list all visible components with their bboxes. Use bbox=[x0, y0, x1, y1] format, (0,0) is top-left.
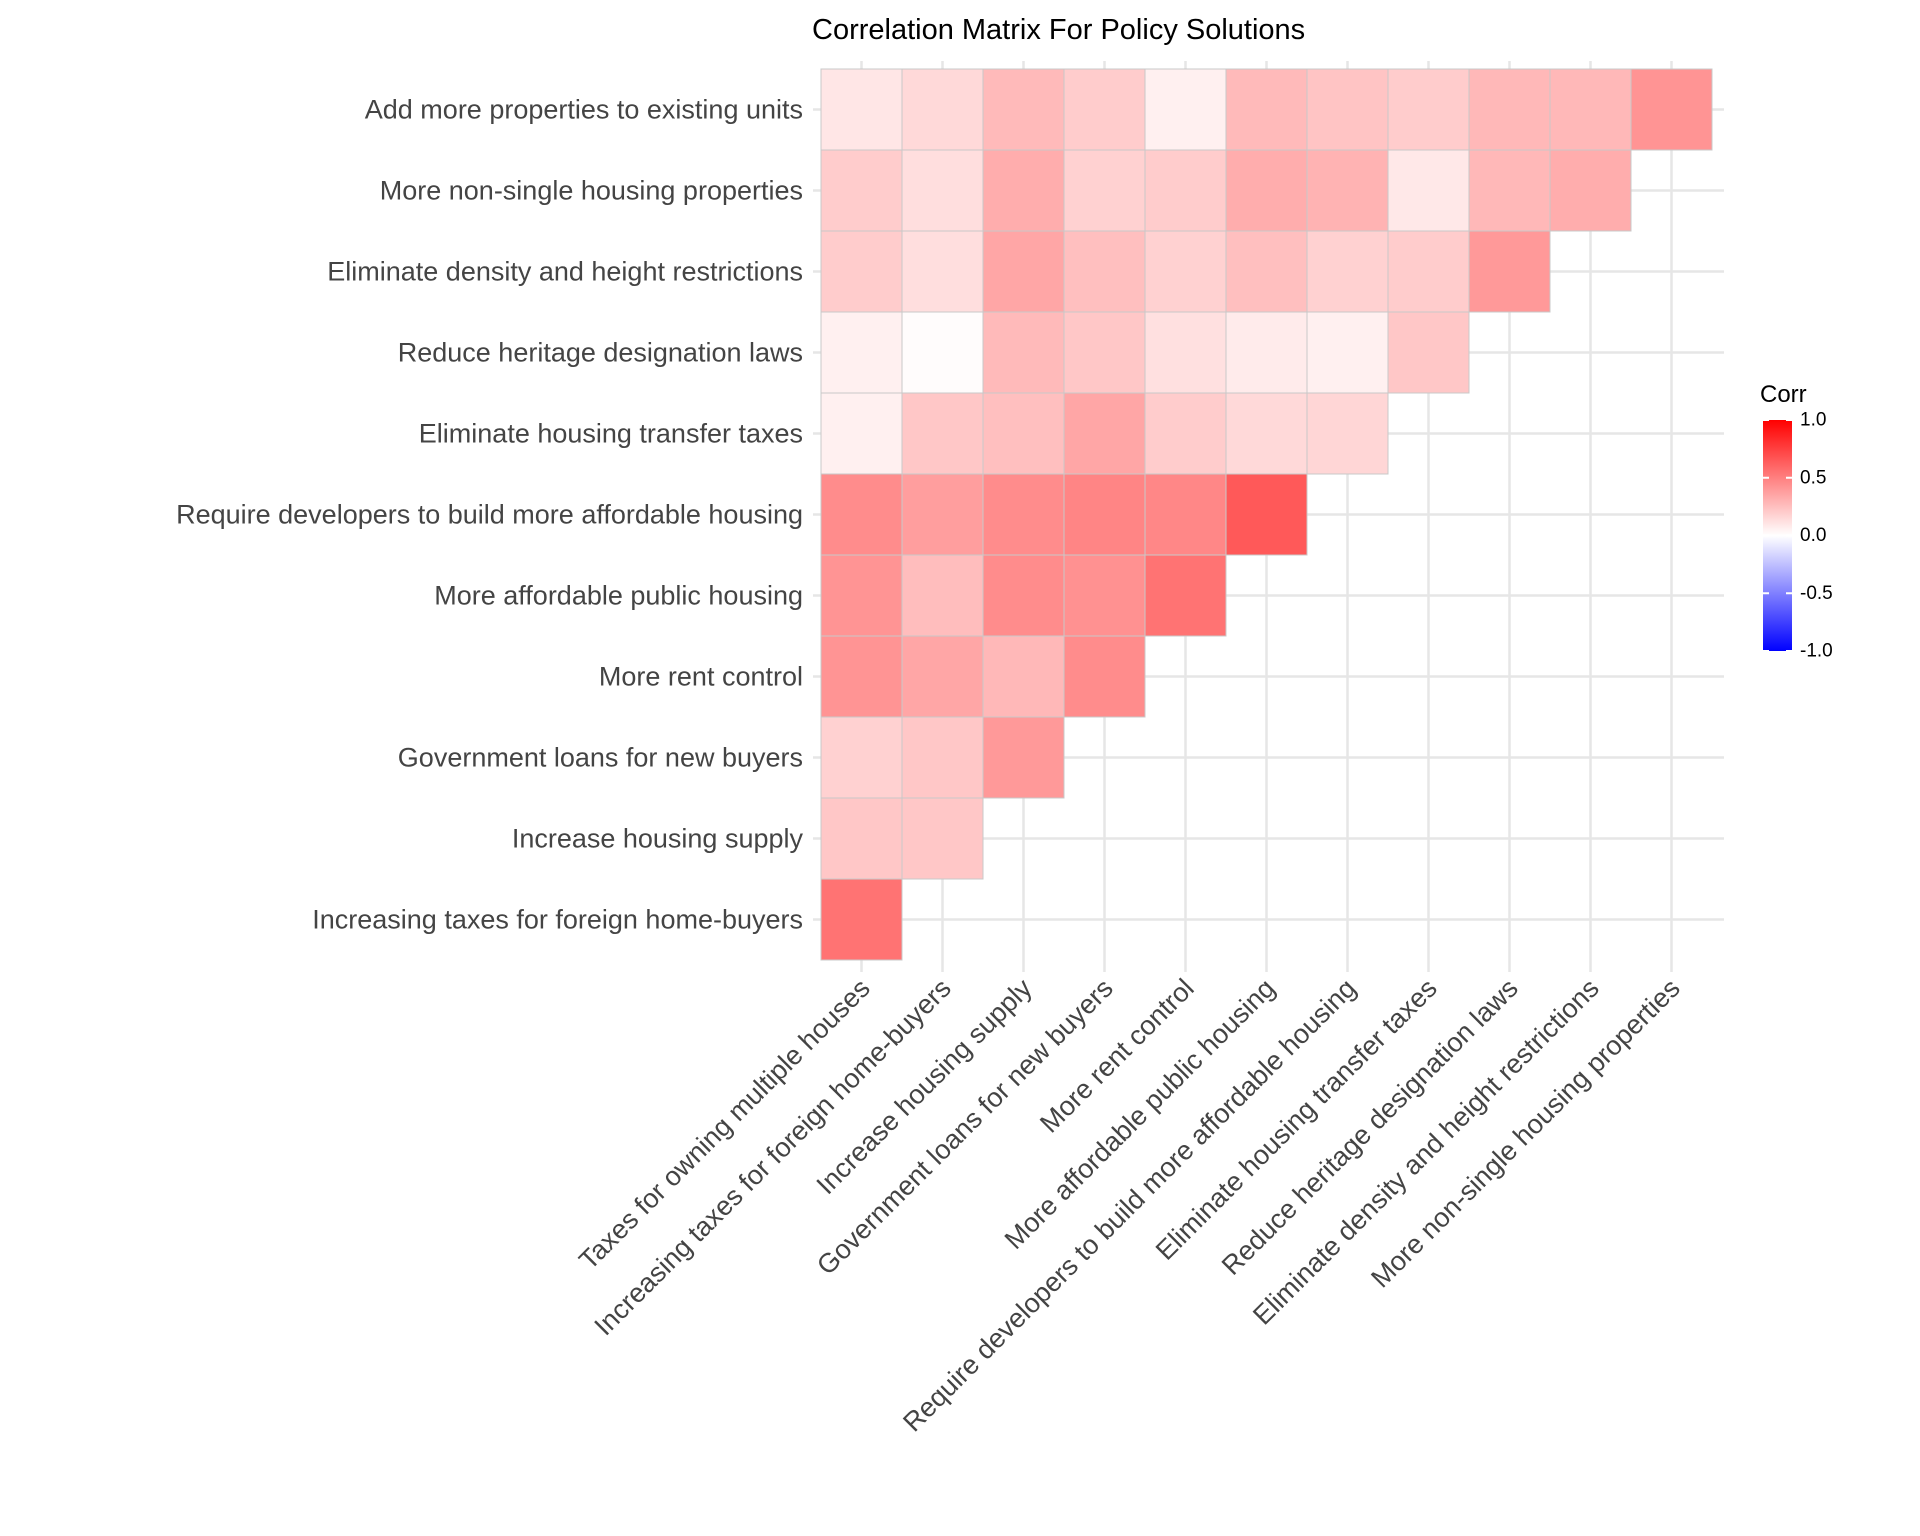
heatmap-cell bbox=[982, 311, 1065, 394]
x-tick-label: More rent control bbox=[1034, 973, 1200, 1139]
heatmap-cell bbox=[1306, 230, 1389, 313]
heatmap-cell bbox=[901, 392, 984, 475]
heatmap-cell bbox=[1387, 68, 1470, 151]
y-tick-label: Increase housing supply bbox=[512, 824, 804, 854]
heatmap-cell bbox=[901, 311, 984, 394]
heatmap-cell bbox=[1225, 311, 1308, 394]
heatmap-cell bbox=[1306, 149, 1389, 232]
heatmap-cell bbox=[901, 797, 984, 880]
heatmap-cell bbox=[901, 473, 984, 556]
heatmap-cell bbox=[982, 149, 1065, 232]
heatmap-cell bbox=[1063, 392, 1146, 475]
y-tick-label: More non-single housing properties bbox=[380, 176, 803, 206]
heatmap-cell bbox=[1144, 392, 1227, 475]
heatmap-cell bbox=[1468, 230, 1551, 313]
x-tick-label: Increasing taxes for foreign home-buyers bbox=[589, 973, 957, 1341]
legend-tick-label: 1.0 bbox=[1800, 410, 1826, 431]
heatmap-cell bbox=[1225, 230, 1308, 313]
legend-tick-label: -1.0 bbox=[1800, 641, 1833, 662]
heatmap-cell bbox=[820, 554, 903, 637]
heatmap-cell bbox=[1144, 554, 1227, 637]
heatmap-cell bbox=[1306, 311, 1389, 394]
heatmap-cell bbox=[820, 797, 903, 880]
heatmap-cell bbox=[820, 149, 903, 232]
heatmap-cell bbox=[1387, 311, 1470, 394]
heatmap-cell bbox=[901, 68, 984, 151]
heatmap-cell bbox=[1063, 311, 1146, 394]
legend-tick-label: 0.5 bbox=[1800, 467, 1826, 488]
heatmap-cell bbox=[1063, 473, 1146, 556]
heatmap-cell bbox=[901, 230, 984, 313]
heatmap-cell bbox=[1144, 473, 1227, 556]
heatmap-cell bbox=[820, 230, 903, 313]
y-tick-label: More affordable public housing bbox=[434, 581, 803, 611]
heatmap-cell bbox=[982, 635, 1065, 718]
heatmap-cell bbox=[1468, 149, 1551, 232]
heatmap-cell bbox=[820, 392, 903, 475]
heatmap-cell bbox=[1225, 473, 1308, 556]
heatmap-cell bbox=[820, 68, 903, 151]
x-tick-label: Government loans for new buyers bbox=[811, 973, 1119, 1281]
heatmap-cell bbox=[1468, 68, 1551, 151]
heatmap-cell bbox=[1306, 68, 1389, 151]
legend-tick-label: -0.5 bbox=[1800, 583, 1833, 604]
heatmap-cell bbox=[1063, 68, 1146, 151]
y-tick-label: Reduce heritage designation laws bbox=[398, 338, 803, 368]
heatmap-cell bbox=[1144, 230, 1227, 313]
heatmap-cell bbox=[1225, 392, 1308, 475]
heatmap-cell bbox=[1549, 68, 1632, 151]
heatmap-cell bbox=[820, 473, 903, 556]
y-tick-label: Eliminate density and height restriction… bbox=[327, 257, 803, 287]
heatmap-cell bbox=[1630, 68, 1713, 151]
heatmap-cells bbox=[820, 68, 1713, 961]
y-tick-label: More rent control bbox=[599, 662, 803, 692]
heatmap-cell bbox=[1144, 149, 1227, 232]
heatmap-cell bbox=[901, 554, 984, 637]
heatmap-cell bbox=[1549, 149, 1632, 232]
heatmap-cell bbox=[982, 392, 1065, 475]
chart-title: Correlation Matrix For Policy Solutions bbox=[812, 14, 1305, 46]
heatmap-cell bbox=[1387, 230, 1470, 313]
heatmap-cell bbox=[901, 716, 984, 799]
heatmap-cell bbox=[1063, 554, 1146, 637]
y-tick-label: Require developers to build more afforda… bbox=[176, 500, 803, 530]
heatmap-cell bbox=[1306, 392, 1389, 475]
y-tick-label: Increasing taxes for foreign home-buyers bbox=[312, 905, 803, 935]
heatmap-cell bbox=[982, 473, 1065, 556]
heatmap-cell bbox=[982, 554, 1065, 637]
y-tick-label: Government loans for new buyers bbox=[398, 743, 803, 773]
heatmap-cell bbox=[982, 716, 1065, 799]
heatmap-cell bbox=[982, 68, 1065, 151]
y-tick-label: Eliminate housing transfer taxes bbox=[419, 419, 803, 449]
heatmap-cell bbox=[820, 878, 903, 961]
legend-tick-label: 0.0 bbox=[1800, 525, 1826, 546]
legend: Corr 1.0 0.5 0.0 -0.5 -1.0 bbox=[1760, 381, 1833, 662]
legend-title: Corr bbox=[1760, 381, 1807, 408]
heatmap-cell bbox=[820, 716, 903, 799]
heatmap-cell bbox=[901, 149, 984, 232]
y-tick-label: Add more properties to existing units bbox=[365, 95, 803, 125]
heatmap-cell bbox=[1144, 68, 1227, 151]
heatmap-cell bbox=[1063, 635, 1146, 718]
heatmap-cell bbox=[901, 635, 984, 718]
x-axis-labels: Taxes for owning multiple housesIncreasi… bbox=[573, 973, 1685, 1438]
heatmap-cell bbox=[820, 635, 903, 718]
x-tick-label: Taxes for owning multiple houses bbox=[573, 973, 875, 1275]
heatmap-cell bbox=[820, 311, 903, 394]
heatmap-cell bbox=[1225, 149, 1308, 232]
heatmap-cell bbox=[1063, 230, 1146, 313]
heatmap-cell bbox=[1387, 149, 1470, 232]
heatmap-cell bbox=[1144, 311, 1227, 394]
x-tick-label: Reduce heritage designation laws bbox=[1216, 973, 1524, 1281]
heatmap-cell bbox=[1225, 68, 1308, 151]
y-axis-labels: Increasing taxes for foreign home-buyers… bbox=[176, 95, 803, 935]
heatmap-cell bbox=[1063, 149, 1146, 232]
heatmap-cell bbox=[982, 230, 1065, 313]
